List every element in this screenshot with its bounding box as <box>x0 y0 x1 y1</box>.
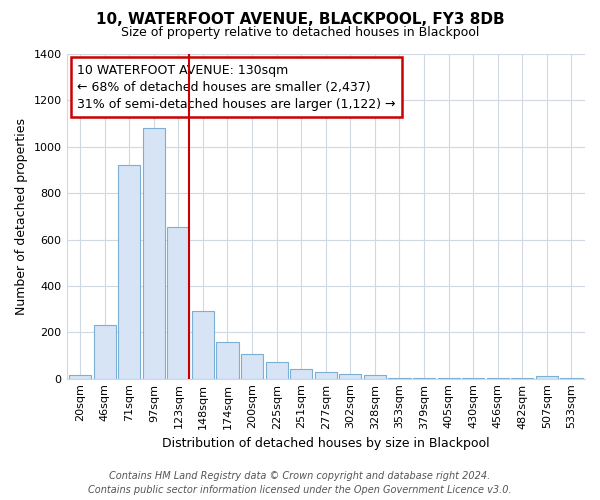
Text: Size of property relative to detached houses in Blackpool: Size of property relative to detached ho… <box>121 26 479 39</box>
Bar <box>241 354 263 378</box>
Bar <box>167 227 190 378</box>
Bar <box>290 369 312 378</box>
Bar <box>266 362 287 378</box>
Bar <box>69 375 91 378</box>
Text: 10, WATERFOOT AVENUE, BLACKPOOL, FY3 8DB: 10, WATERFOOT AVENUE, BLACKPOOL, FY3 8DB <box>95 12 505 28</box>
Bar <box>217 342 239 378</box>
Bar <box>364 374 386 378</box>
Bar <box>143 128 165 378</box>
Text: 10 WATERFOOT AVENUE: 130sqm
← 68% of detached houses are smaller (2,437)
31% of : 10 WATERFOOT AVENUE: 130sqm ← 68% of det… <box>77 64 395 110</box>
Y-axis label: Number of detached properties: Number of detached properties <box>15 118 28 315</box>
Bar <box>192 312 214 378</box>
X-axis label: Distribution of detached houses by size in Blackpool: Distribution of detached houses by size … <box>162 437 490 450</box>
Bar <box>94 326 116 378</box>
Bar <box>315 372 337 378</box>
Text: Contains HM Land Registry data © Crown copyright and database right 2024.
Contai: Contains HM Land Registry data © Crown c… <box>88 471 512 495</box>
Bar <box>118 166 140 378</box>
Bar <box>339 374 361 378</box>
Bar <box>536 376 558 378</box>
